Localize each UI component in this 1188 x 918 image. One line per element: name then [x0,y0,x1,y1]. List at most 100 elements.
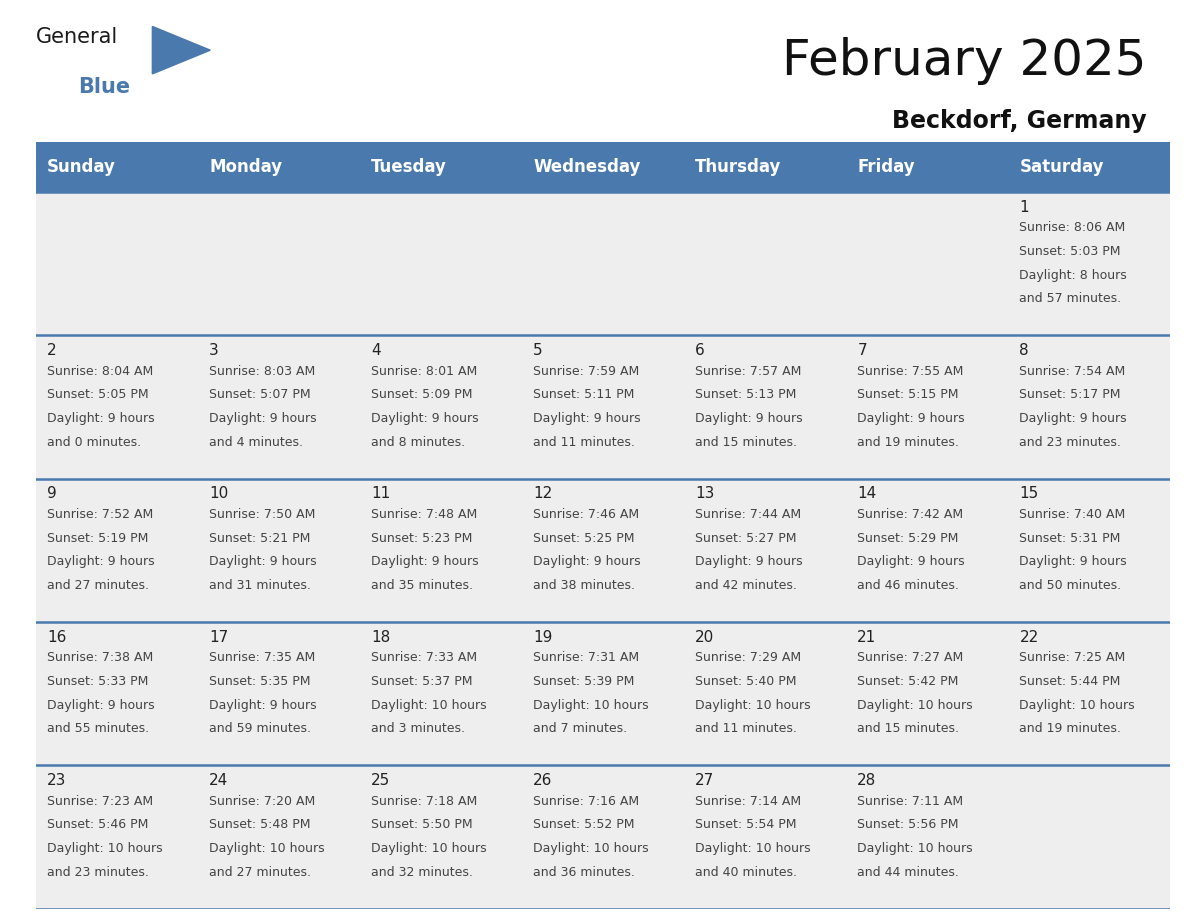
Text: and 59 minutes.: and 59 minutes. [209,722,311,735]
Text: General: General [36,27,118,47]
Text: Friday: Friday [858,158,915,176]
Text: Daylight: 9 hours: Daylight: 9 hours [209,555,317,568]
Bar [36,335,1170,479]
Text: 5: 5 [533,343,543,358]
Text: 2: 2 [48,343,57,358]
Text: Sunrise: 7:55 AM: Sunrise: 7:55 AM [858,364,963,377]
Text: Sunrise: 7:29 AM: Sunrise: 7:29 AM [695,651,802,665]
Text: 8: 8 [1019,343,1029,358]
Text: and 50 minutes.: and 50 minutes. [1019,579,1121,592]
Text: 12: 12 [533,487,552,501]
Text: Daylight: 9 hours: Daylight: 9 hours [858,412,965,425]
Text: 27: 27 [695,773,714,789]
Text: and 44 minutes.: and 44 minutes. [858,866,959,879]
Text: Daylight: 10 hours: Daylight: 10 hours [533,699,649,711]
Text: and 46 minutes.: and 46 minutes. [858,579,959,592]
Text: and 23 minutes.: and 23 minutes. [48,866,148,879]
Text: Sunset: 5:17 PM: Sunset: 5:17 PM [1019,388,1121,401]
Text: Sunset: 5:19 PM: Sunset: 5:19 PM [48,532,148,544]
Text: Sunset: 5:46 PM: Sunset: 5:46 PM [48,818,148,832]
Text: Daylight: 10 hours: Daylight: 10 hours [695,842,811,855]
Text: Sunset: 5:11 PM: Sunset: 5:11 PM [533,388,634,401]
Text: and 27 minutes.: and 27 minutes. [209,866,311,879]
Text: Sunrise: 7:42 AM: Sunrise: 7:42 AM [858,508,963,521]
Text: Tuesday: Tuesday [371,158,447,176]
Text: Daylight: 9 hours: Daylight: 9 hours [695,555,803,568]
Text: 13: 13 [695,487,715,501]
Text: Daylight: 10 hours: Daylight: 10 hours [1019,699,1135,711]
Text: Sunrise: 7:38 AM: Sunrise: 7:38 AM [48,651,153,665]
Bar [1009,142,1170,192]
Text: Daylight: 9 hours: Daylight: 9 hours [48,555,154,568]
Text: Sunset: 5:48 PM: Sunset: 5:48 PM [209,818,310,832]
Bar [36,622,1170,766]
Bar [846,142,1009,192]
Bar [36,766,1170,909]
Bar [36,192,1170,335]
Text: and 31 minutes.: and 31 minutes. [209,579,311,592]
Text: Daylight: 9 hours: Daylight: 9 hours [371,412,479,425]
Text: Sunrise: 7:50 AM: Sunrise: 7:50 AM [209,508,316,521]
Text: Sunrise: 8:01 AM: Sunrise: 8:01 AM [371,364,478,377]
Text: Sunset: 5:13 PM: Sunset: 5:13 PM [695,388,797,401]
Text: 28: 28 [858,773,877,789]
Text: and 36 minutes.: and 36 minutes. [533,866,636,879]
Bar [36,142,197,192]
Text: Sunrise: 7:35 AM: Sunrise: 7:35 AM [209,651,315,665]
Text: 4: 4 [371,343,381,358]
Text: Sunrise: 7:48 AM: Sunrise: 7:48 AM [371,508,478,521]
Text: 18: 18 [371,630,391,644]
Text: Daylight: 9 hours: Daylight: 9 hours [858,555,965,568]
Text: Daylight: 9 hours: Daylight: 9 hours [48,699,154,711]
Text: Daylight: 9 hours: Daylight: 9 hours [533,555,640,568]
Text: and 42 minutes.: and 42 minutes. [695,579,797,592]
Text: Thursday: Thursday [695,158,782,176]
Bar [360,142,522,192]
Text: 21: 21 [858,630,877,644]
Text: and 11 minutes.: and 11 minutes. [533,435,636,449]
Text: Sunset: 5:07 PM: Sunset: 5:07 PM [209,388,311,401]
Bar [522,142,684,192]
Text: and 19 minutes.: and 19 minutes. [1019,722,1121,735]
Text: Sunday: Sunday [48,158,116,176]
Text: Daylight: 9 hours: Daylight: 9 hours [209,699,317,711]
Text: Sunset: 5:21 PM: Sunset: 5:21 PM [209,532,310,544]
Text: Sunrise: 7:16 AM: Sunrise: 7:16 AM [533,795,639,808]
Text: 9: 9 [48,487,57,501]
Bar [684,142,846,192]
Text: 23: 23 [48,773,67,789]
Text: Daylight: 10 hours: Daylight: 10 hours [695,699,811,711]
Text: 3: 3 [209,343,219,358]
Text: 6: 6 [695,343,704,358]
Text: 26: 26 [533,773,552,789]
Text: and 40 minutes.: and 40 minutes. [695,866,797,879]
Text: Sunset: 5:33 PM: Sunset: 5:33 PM [48,675,148,688]
Text: 25: 25 [371,773,391,789]
Text: Sunset: 5:23 PM: Sunset: 5:23 PM [371,532,473,544]
Text: Sunset: 5:50 PM: Sunset: 5:50 PM [371,818,473,832]
Text: Sunset: 5:56 PM: Sunset: 5:56 PM [858,818,959,832]
Text: Sunset: 5:42 PM: Sunset: 5:42 PM [858,675,959,688]
Text: Daylight: 9 hours: Daylight: 9 hours [695,412,803,425]
Text: Sunset: 5:37 PM: Sunset: 5:37 PM [371,675,473,688]
Text: Daylight: 9 hours: Daylight: 9 hours [1019,412,1127,425]
Text: Sunset: 5:15 PM: Sunset: 5:15 PM [858,388,959,401]
Text: Sunset: 5:44 PM: Sunset: 5:44 PM [1019,675,1120,688]
Text: and 35 minutes.: and 35 minutes. [371,579,473,592]
Text: Daylight: 10 hours: Daylight: 10 hours [209,842,324,855]
Text: Sunrise: 7:59 AM: Sunrise: 7:59 AM [533,364,639,377]
Text: and 19 minutes.: and 19 minutes. [858,435,959,449]
Text: Sunset: 5:31 PM: Sunset: 5:31 PM [1019,532,1120,544]
Text: Sunset: 5:03 PM: Sunset: 5:03 PM [1019,245,1121,258]
Text: Monday: Monday [209,158,283,176]
Text: Sunrise: 7:25 AM: Sunrise: 7:25 AM [1019,651,1126,665]
Text: Sunrise: 7:33 AM: Sunrise: 7:33 AM [371,651,478,665]
Text: Sunset: 5:54 PM: Sunset: 5:54 PM [695,818,797,832]
Text: 7: 7 [858,343,867,358]
Text: Daylight: 10 hours: Daylight: 10 hours [48,842,163,855]
Text: Sunrise: 7:20 AM: Sunrise: 7:20 AM [209,795,315,808]
Text: 1: 1 [1019,200,1029,215]
Text: Sunset: 5:29 PM: Sunset: 5:29 PM [858,532,959,544]
Bar [36,479,1170,622]
Text: Sunrise: 7:31 AM: Sunrise: 7:31 AM [533,651,639,665]
